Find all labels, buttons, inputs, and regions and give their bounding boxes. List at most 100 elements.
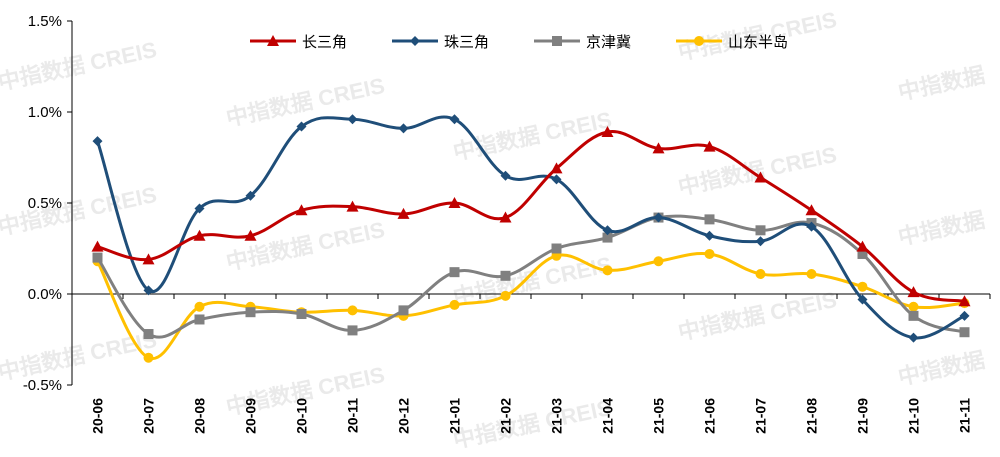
data-point <box>142 253 155 265</box>
data-point <box>551 174 562 185</box>
series-line <box>96 214 965 339</box>
data-point <box>755 268 766 279</box>
legend-marker <box>694 36 704 46</box>
data-point <box>449 114 460 125</box>
axes: -0.5% 0.0% 0.5% 1.0% 1.5% 20-06 20-07 20-08 20-0… <box>23 13 991 434</box>
legend-item: 京津冀 <box>534 34 631 51</box>
data-point <box>296 121 307 132</box>
x-tick-label: 20-08 <box>192 398 208 434</box>
data-point <box>704 248 715 259</box>
series-1 <box>91 126 971 307</box>
data-point <box>755 236 766 247</box>
watermark-text: 中指数据 CREIS <box>0 182 159 240</box>
watermark-text: 中指数据 CREIS <box>676 287 839 345</box>
data-point <box>398 305 409 316</box>
watermark-text: 中指数据 <box>896 347 987 390</box>
data-point <box>245 307 256 318</box>
x-tick-label: 21-04 <box>600 398 616 434</box>
data-point <box>499 211 512 223</box>
x-tick-label: 20-06 <box>90 398 106 434</box>
data-point <box>500 290 511 301</box>
x-tick-label: 21-09 <box>855 398 871 434</box>
data-point <box>296 309 307 320</box>
y-tick-label: 0.0% <box>28 286 62 303</box>
data-point <box>143 352 154 363</box>
data-point <box>704 230 715 241</box>
x-tick-label: 21-01 <box>447 398 463 434</box>
watermark-text: 中指数据 CREIS <box>451 395 614 452</box>
legend-marker <box>267 35 279 46</box>
watermark-text: 中指数据 CREIS <box>676 142 839 200</box>
data-point <box>500 270 511 281</box>
y-tick-label: 1.5% <box>28 13 62 30</box>
legend-marker <box>552 36 562 46</box>
data-point <box>550 162 563 174</box>
data-point <box>652 142 665 154</box>
x-tick-label: 21-11 <box>957 398 973 433</box>
watermark-text: 中指数据 <box>896 62 987 105</box>
x-tick-label: 20-10 <box>294 398 310 434</box>
data-point <box>602 225 613 236</box>
data-point <box>857 248 868 259</box>
data-point <box>295 204 308 216</box>
data-point <box>959 327 970 338</box>
data-point <box>91 240 104 252</box>
data-point <box>500 170 511 181</box>
data-point <box>907 286 920 298</box>
legend-label: 珠三角 <box>444 34 489 51</box>
legend-item: 长三角 <box>250 34 347 51</box>
legend-label: 京津冀 <box>586 34 631 51</box>
watermark-text: 中指数据 CREIS <box>224 217 387 275</box>
legend-item: 珠三角 <box>392 34 489 51</box>
watermark-text: 中指数据 <box>896 207 987 250</box>
data-point <box>908 310 919 321</box>
data-point <box>194 314 205 325</box>
data-point <box>857 294 868 305</box>
x-tick-label: 20-09 <box>243 398 259 434</box>
data-point <box>601 126 614 138</box>
y-tick-label: 0.5% <box>28 195 62 212</box>
data-point <box>908 301 919 312</box>
y-tick-label: 1.0% <box>28 104 62 121</box>
data-point <box>602 265 613 276</box>
x-tick-label: 21-02 <box>498 398 514 434</box>
legend-marker <box>410 36 420 46</box>
data-point <box>959 310 970 321</box>
data-point <box>653 256 664 267</box>
data-point <box>551 243 562 254</box>
data-point <box>346 200 359 212</box>
data-point <box>653 212 664 223</box>
data-point <box>908 332 919 343</box>
data-point <box>448 197 461 208</box>
data-point <box>805 204 818 216</box>
data-point <box>704 214 715 225</box>
data-point <box>143 329 154 340</box>
data-point <box>806 268 817 279</box>
x-tick-label: 20-11 <box>345 398 361 433</box>
data-point <box>143 285 154 296</box>
x-tick-label: 21-03 <box>549 398 565 434</box>
data-point <box>398 123 409 134</box>
watermark-text: 中指数据 CREIS <box>451 107 614 165</box>
legend: 长三角 珠三角 京津冀 山东半岛 <box>250 34 788 51</box>
data-point <box>856 240 869 252</box>
data-point <box>92 252 103 263</box>
y-tick-label: -0.5% <box>23 377 62 394</box>
data-point <box>755 225 766 236</box>
data-point <box>347 114 358 125</box>
x-tick-label: 21-06 <box>702 398 718 434</box>
data-point <box>347 305 358 316</box>
data-point <box>857 281 868 292</box>
data-point <box>754 171 767 183</box>
data-point <box>449 299 460 310</box>
data-point <box>194 301 205 312</box>
series-layer <box>91 114 971 363</box>
series-3 <box>92 212 970 340</box>
x-tick-label: 21-08 <box>804 398 820 434</box>
series-4 <box>92 248 970 363</box>
data-point <box>193 229 206 241</box>
data-point <box>245 190 256 201</box>
data-point <box>347 325 358 336</box>
